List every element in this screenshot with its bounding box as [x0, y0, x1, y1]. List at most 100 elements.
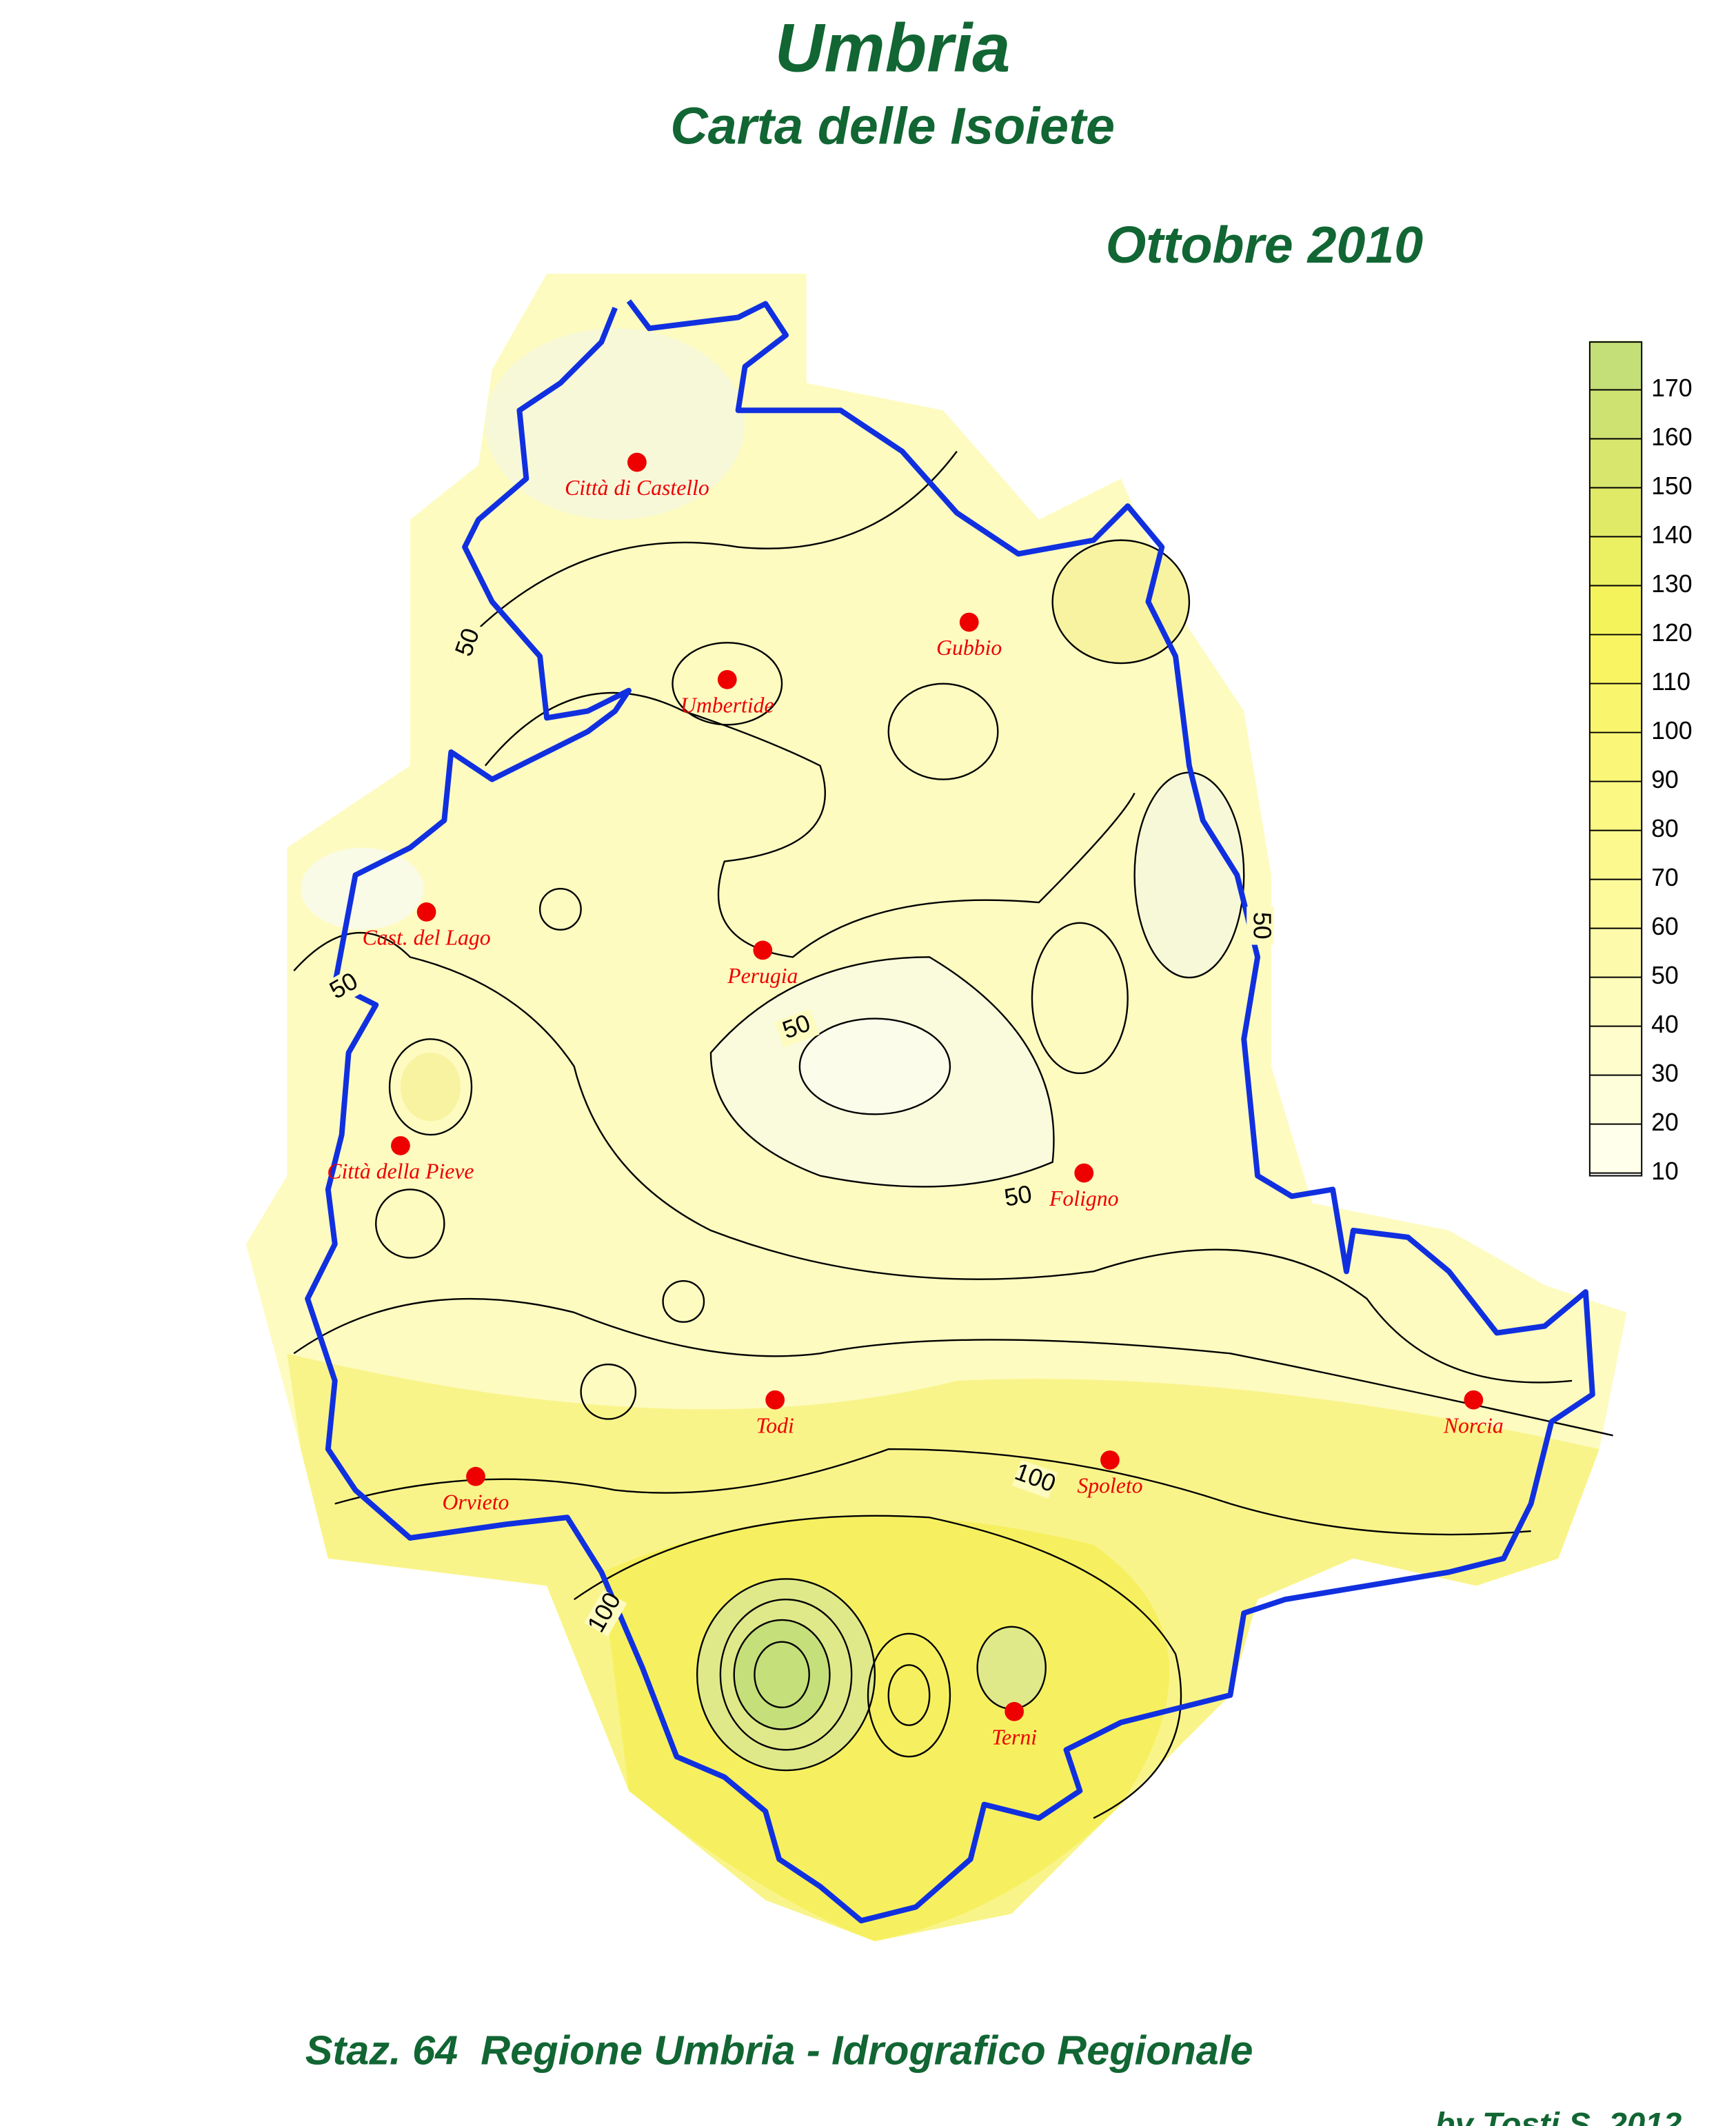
period: Ottobre 2010 — [1106, 216, 1424, 274]
source: Staz. 64 Regione Umbria - Idrografico Re… — [305, 2027, 1253, 2073]
color-step — [1589, 732, 1642, 782]
dry-zone — [799, 1018, 950, 1115]
color-step — [1589, 1124, 1642, 1173]
color-tick-label: 60 — [1651, 913, 1679, 940]
isohyet — [1051, 539, 1191, 665]
isohyet — [696, 1578, 876, 1772]
contour-label-bg — [1012, 1459, 1058, 1499]
city-name: Foligno — [1049, 1186, 1118, 1211]
isohyet — [672, 642, 783, 726]
isohyet — [293, 1297, 1613, 1437]
city-marker — [959, 612, 979, 632]
color-tick-label: 150 — [1651, 472, 1693, 500]
color-scale: 10 20 30 40 50 60 70 80 90 100 110 120 130 140 150 160 1… — [1588, 341, 1693, 1185]
isohyet — [293, 931, 1573, 1384]
color-tick-label: 170 — [1651, 374, 1693, 402]
dry-zone — [1134, 772, 1244, 978]
isohyet — [450, 451, 958, 657]
city-marker — [391, 1136, 410, 1155]
isohyet — [733, 1619, 831, 1730]
contour-label-bg — [997, 1180, 1040, 1215]
isohyet — [887, 682, 999, 780]
isohyet — [484, 691, 1136, 958]
isohyet — [574, 1515, 1182, 1819]
color-step — [1589, 683, 1642, 733]
color-tick-label: 80 — [1651, 815, 1679, 842]
isohyet — [1031, 922, 1129, 1075]
color-step — [1589, 1026, 1642, 1075]
isohyet — [388, 1038, 473, 1136]
isohyet — [867, 1632, 951, 1758]
city-name: Città della Pieve — [327, 1160, 474, 1184]
city-marker — [765, 1390, 785, 1410]
city-name: Spoleto — [1077, 1474, 1142, 1498]
color-tick-label: 20 — [1651, 1108, 1679, 1136]
color-scale-frame — [1588, 341, 1643, 1177]
city-marker — [1464, 1390, 1484, 1410]
isohyet — [887, 1664, 931, 1726]
isohyet — [754, 1641, 810, 1709]
city-name: Orvieto — [443, 1490, 509, 1514]
color-tick-label: 40 — [1651, 1011, 1679, 1038]
region-boundary — [305, 299, 1595, 1924]
color-step — [1589, 438, 1642, 488]
moist-zone — [400, 1053, 461, 1122]
city-marker — [627, 452, 647, 472]
color-tick-label: 130 — [1651, 570, 1693, 598]
color-tick-label: 100 — [1651, 717, 1693, 745]
map-title: Umbria — [775, 10, 1011, 87]
peak-zone — [977, 1626, 1046, 1709]
credit: by Tosti S. 2012 — [1435, 2106, 1682, 2126]
color-tick-label: 30 — [1651, 1060, 1679, 1087]
city-name: Perugia — [727, 964, 798, 988]
isohyet — [538, 888, 582, 931]
contour-label-bg — [584, 1590, 627, 1637]
map-subtitle: Carta delle Isoiete — [670, 97, 1115, 155]
city-marker — [1005, 1701, 1025, 1721]
dry-zone — [485, 328, 745, 520]
city-marker — [1074, 1163, 1094, 1183]
contour-label: 50 — [1249, 912, 1276, 940]
city-name: Norcia — [1443, 1413, 1504, 1437]
color-tick-label: 160 — [1651, 423, 1693, 451]
contour-label-bg — [1247, 906, 1274, 945]
color-tick-label: 110 — [1651, 668, 1690, 696]
color-step — [1589, 781, 1642, 831]
isohyet — [709, 956, 1055, 1188]
city-marker — [753, 940, 773, 960]
city-marker — [717, 669, 737, 689]
isohyet — [334, 1448, 1531, 1536]
isohyet — [662, 1280, 705, 1323]
city-name: Umbertide — [680, 693, 774, 717]
dry-zone — [301, 847, 424, 930]
color-step — [1589, 634, 1642, 684]
color-tick-label: 10 — [1651, 1157, 1679, 1185]
color-step — [1589, 977, 1642, 1026]
isohyet — [375, 1188, 445, 1259]
color-step — [1589, 928, 1642, 978]
isohyet — [719, 1599, 853, 1751]
color-step — [1589, 830, 1642, 880]
contour-label-bg — [774, 1009, 820, 1048]
city-name: Cast. del Lago — [363, 925, 491, 949]
city-name: Todi — [756, 1413, 794, 1437]
city-name: Terni — [991, 1725, 1037, 1749]
color-step — [1589, 487, 1642, 537]
contour-label: 50 — [1002, 1180, 1034, 1212]
color-step — [1589, 341, 1642, 390]
color-step — [1589, 585, 1642, 635]
color-tick-label: 50 — [1651, 962, 1679, 989]
isohyet — [798, 1018, 951, 1115]
city-marker — [466, 1466, 485, 1486]
isohyets — [293, 451, 1613, 1819]
city-name: Gubbio — [936, 636, 1002, 660]
contour-label-bg — [449, 620, 489, 666]
color-tick-label: 120 — [1651, 619, 1693, 647]
color-step — [1589, 389, 1642, 439]
contour-label-bg — [321, 965, 368, 1009]
color-tick-label: 70 — [1651, 864, 1679, 891]
color-step — [1589, 879, 1642, 929]
peak-zone — [734, 1619, 830, 1730]
color-tick-label: 90 — [1651, 766, 1679, 793]
